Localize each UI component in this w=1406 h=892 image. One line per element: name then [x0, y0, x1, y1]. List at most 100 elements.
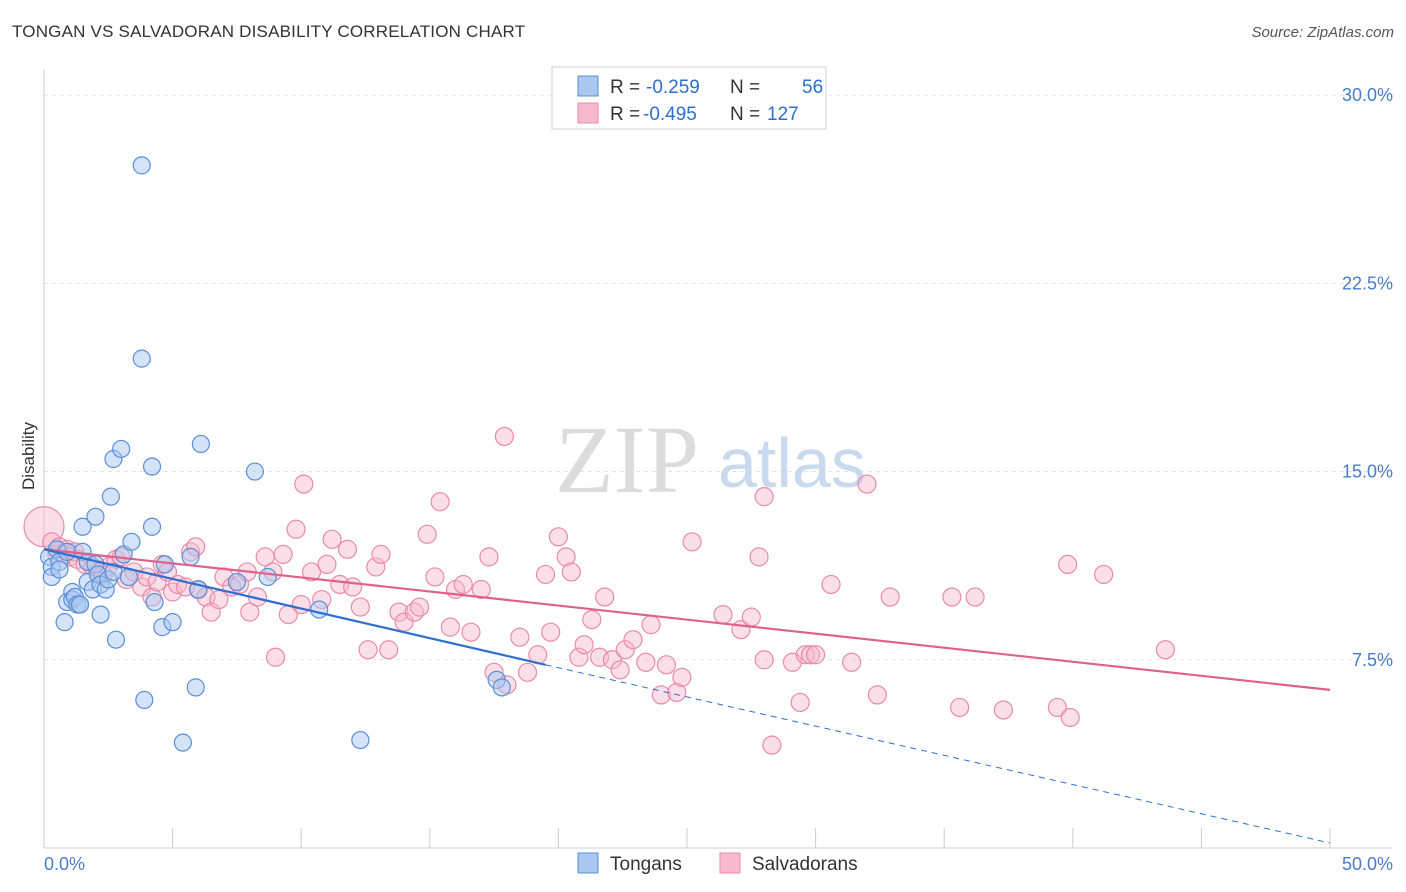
legend-swatch-salvadorans [577, 102, 599, 124]
legend-n-value: 127 [767, 104, 799, 125]
salvadoran-point [494, 426, 514, 447]
trend-lines [43, 548, 1331, 844]
salvadoran-point [240, 602, 260, 622]
tongan-point [112, 439, 131, 459]
salvadoran-point [425, 567, 445, 587]
salvadoran-point [1155, 640, 1175, 660]
salvadoran-point [842, 652, 862, 672]
salvadoran-point [273, 544, 293, 564]
tongan-point [191, 434, 210, 454]
salvadoran-point [322, 529, 342, 549]
tongan-point [91, 605, 110, 624]
salvadoran-point [517, 662, 538, 682]
tongan-point [106, 630, 126, 649]
tongan-point [73, 517, 92, 536]
salvadoran-point [1060, 707, 1080, 728]
tongans-trend-line [43, 548, 546, 666]
salvadoran-point [610, 660, 630, 680]
salvadoran-point [582, 610, 602, 630]
salvadoran-point [641, 615, 661, 635]
y-tick-label: 30.0% [1342, 85, 1393, 105]
salvadoran-point [623, 630, 643, 650]
salvadoran-point [754, 487, 774, 507]
salvadoran-point [800, 645, 821, 665]
y-tick-label: 7.5% [1352, 650, 1393, 670]
salvadoran-point [656, 655, 677, 675]
salvadoran-point [857, 474, 877, 494]
watermark-atlas: atlas [718, 424, 866, 502]
tongan-point [70, 595, 90, 614]
tongan-point [186, 678, 205, 697]
series-legend-tongans: Tongans [610, 854, 682, 875]
tongan-point [101, 487, 120, 506]
salvadoran-point [1047, 697, 1067, 718]
y-tick-label: 22.5% [1342, 273, 1393, 293]
legend-n-label: N = [730, 77, 760, 98]
salvadoran-point [821, 574, 841, 595]
salvadoran-point [880, 587, 900, 607]
salvadoran-point [132, 577, 152, 597]
salvadoran-point [461, 622, 481, 642]
salvadoran-point [574, 635, 594, 655]
salvadoran-point [479, 547, 499, 567]
legend-r-label: R = [610, 104, 640, 125]
salvadoran-point [350, 597, 370, 617]
tongan-point [55, 613, 74, 632]
salvadoran-point [713, 604, 733, 625]
legend-r-value: -0.259 [646, 77, 700, 98]
salvadoran-point [749, 547, 769, 567]
y-tick-label: 15.0% [1342, 462, 1393, 482]
salvadoran-point [541, 622, 561, 642]
tongan-point [227, 572, 246, 592]
legend-swatch-tongans [577, 75, 599, 97]
salvadoran-point [682, 532, 702, 552]
salvadoran-point [741, 607, 761, 627]
legend-n-label: N = [730, 104, 760, 125]
salvadoran-point [294, 474, 314, 494]
salvadoran-point [672, 667, 692, 687]
salvadoran-point [556, 547, 576, 567]
tongan-point [142, 457, 162, 476]
tongan-point [258, 567, 277, 587]
salvadoran-point [358, 640, 378, 660]
salvadoran-point [379, 640, 399, 660]
salvadoran-point [417, 524, 437, 544]
chart-title: TONGAN VS SALVADORAN DISABILITY CORRELAT… [12, 22, 526, 41]
salvadoran-point [993, 700, 1013, 720]
salvadoran-point [337, 539, 358, 559]
salvadoran-point [595, 587, 615, 607]
salvadoran-point [561, 562, 581, 582]
tongan-point [245, 462, 265, 481]
tongans-trend-extension [545, 664, 1331, 844]
tongans-points [40, 156, 511, 752]
tongan-point [132, 349, 151, 368]
salvadoran-point [510, 627, 530, 647]
tongan-point [155, 555, 174, 574]
watermark-zip: ZIP [555, 406, 699, 513]
y-axis-title: Disability [19, 421, 38, 490]
legend-r-value: -0.495 [643, 104, 697, 125]
tongan-point [135, 690, 154, 710]
tongan-point [181, 547, 200, 566]
series-legend-salvadorans: Salvadorans [752, 854, 858, 875]
tongan-point [163, 613, 182, 632]
salvadoran-point [301, 562, 322, 582]
salvadoran-point [965, 587, 985, 607]
tongan-point [122, 532, 141, 551]
salvadoran-point [440, 617, 460, 637]
tongan-point [142, 517, 162, 536]
salvadoran-point [867, 685, 887, 705]
series-legend-swatch-salvadorans [719, 852, 741, 874]
salvadoran-point [790, 692, 810, 713]
salvadoran-point [265, 647, 286, 667]
salvadorans-trend-line [43, 548, 1331, 691]
salvadoran-point [453, 574, 473, 595]
salvadoran-point [762, 735, 782, 755]
grid-lines [44, 94, 1392, 661]
salvadoran-point [535, 564, 556, 585]
salvadoran-point [1058, 554, 1078, 575]
salvadoran-point [409, 597, 430, 617]
salvadoran-point [430, 492, 450, 512]
salvadoran-point [371, 544, 391, 564]
